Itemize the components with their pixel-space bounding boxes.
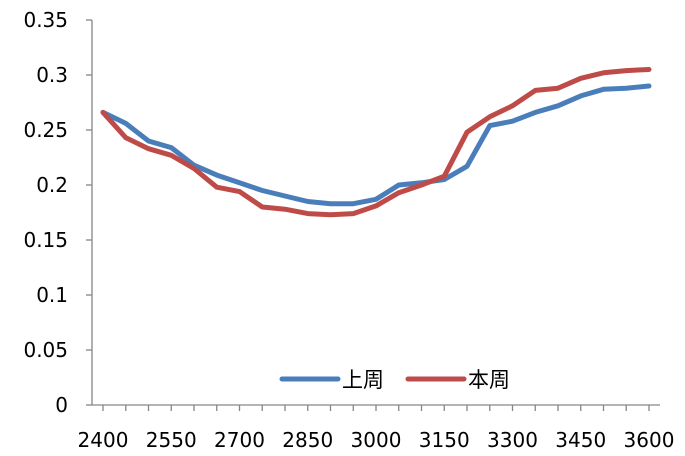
- y-tick-label: 0: [55, 393, 68, 417]
- series-line-2: [100, 67, 652, 218]
- y-tick-label: 0.35: [23, 8, 68, 32]
- y-tick-label: 0.3: [36, 63, 68, 87]
- legend-label-1: 上周: [342, 368, 384, 392]
- legend-label-2: 本周: [468, 368, 510, 392]
- series-lines: [100, 67, 652, 218]
- x-tick-label: 3450: [555, 428, 606, 452]
- y-tick-label: 0.25: [23, 118, 68, 142]
- x-tick-label: 3600: [624, 428, 675, 452]
- legend: 上周 本周: [279, 368, 510, 392]
- y-tick-label: 0.15: [23, 228, 68, 252]
- x-tick-label: 2700: [214, 428, 265, 452]
- x-tick-label: 3150: [419, 428, 470, 452]
- y-tick-label: 0.05: [23, 338, 68, 362]
- x-tick-label: 3000: [351, 428, 402, 452]
- x-tick-label: 2400: [78, 428, 129, 452]
- x-tick-label: 2850: [282, 428, 333, 452]
- y-tick-label: 0.1: [36, 283, 68, 307]
- series-line-1: [100, 83, 652, 207]
- x-tick-label: 2550: [146, 428, 197, 452]
- axes: 0 0.05 0.1 0.15 0.2 0.25 0.3 0.35 2400 2550 2700 28…: [23, 8, 674, 452]
- x-tick-label: 3300: [487, 428, 538, 452]
- y-tick-label: 0.2: [36, 173, 68, 197]
